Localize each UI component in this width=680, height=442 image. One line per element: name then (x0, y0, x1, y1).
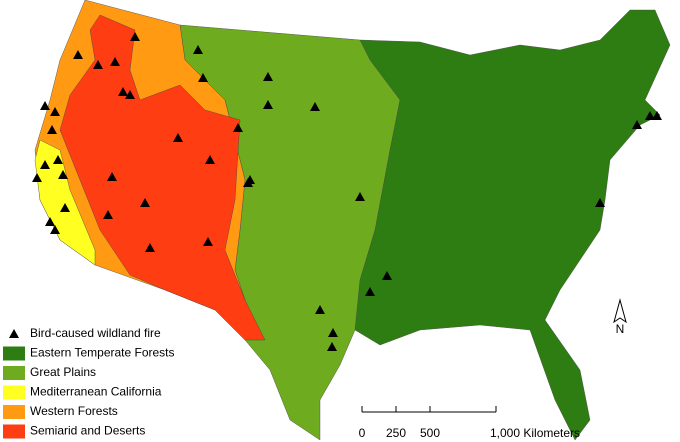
fire-marker (595, 198, 605, 207)
legend-label: Bird-caused wildland fire (30, 326, 161, 340)
fire-marker (40, 101, 50, 110)
fire-marker (45, 217, 55, 226)
fire-marker (193, 45, 203, 54)
fire-marker (60, 203, 70, 212)
fire-marker (107, 172, 117, 181)
fire-marker (9, 329, 19, 338)
fire-marker (198, 73, 208, 82)
fire-marker (32, 173, 42, 182)
fire-marker (47, 125, 57, 134)
legend-label: Great Plains (30, 365, 96, 379)
fire-marker (233, 123, 243, 132)
fire-marker (263, 100, 273, 109)
legend-swatch (3, 424, 25, 439)
fire-marker (93, 60, 103, 69)
fire-marker (103, 210, 113, 219)
fire-points (32, 32, 662, 351)
legend-swatch (3, 385, 25, 400)
scale-bar: 0 250 500 1,000 Kilometers (359, 406, 580, 440)
scale-label: 0 (359, 426, 366, 440)
legend-background (0, 318, 200, 442)
fire-marker (645, 111, 655, 120)
fire-marker (118, 87, 128, 96)
legend-swatch (3, 346, 25, 361)
legend-label: Semiarid and Deserts (30, 424, 145, 438)
fire-marker (310, 102, 320, 111)
north-arrow-shape (613, 298, 627, 324)
fire-marker (263, 72, 273, 81)
legend-label: Mediterranean California (30, 385, 162, 399)
fire-marker (58, 170, 68, 179)
fire-marker (173, 133, 183, 142)
fire-marker (145, 243, 155, 252)
semiarid-deserts (59, 14, 266, 341)
fire-marker (125, 90, 135, 99)
fire-marker (315, 305, 325, 314)
fire-marker (130, 32, 140, 41)
scale-label: 500 (420, 426, 440, 440)
legend-label: Western Forests (30, 404, 118, 418)
fire-marker (327, 342, 337, 351)
fire-marker (110, 57, 120, 66)
eastern-forests (354, 9, 671, 441)
fire-marker (50, 225, 60, 234)
north-label: N (616, 322, 625, 336)
fire-marker (203, 237, 213, 246)
fire-marker (365, 287, 375, 296)
fire-marker (40, 160, 50, 169)
fire-marker (50, 107, 60, 116)
legend: Bird-caused wildland fire Eastern Tempera… (0, 318, 200, 442)
fire-marker (53, 155, 63, 164)
legend-label: Eastern Temperate Forests (30, 346, 175, 360)
fire-marker (140, 198, 150, 207)
mediterranean-california (34, 139, 96, 266)
fire-marker (73, 50, 83, 59)
fire-marker (205, 155, 215, 164)
fire-marker (355, 192, 365, 201)
fire-marker (382, 271, 392, 280)
scale-label: 1,000 Kilometers (490, 426, 580, 440)
fire-marker (652, 111, 662, 120)
legend-swatch (3, 405, 25, 419)
scale-label: 250 (386, 426, 406, 440)
north-arrow: N (613, 298, 627, 336)
fire-marker (243, 178, 253, 187)
legend-swatch (3, 366, 25, 380)
fire-marker (632, 120, 642, 129)
fire-marker (328, 328, 338, 337)
